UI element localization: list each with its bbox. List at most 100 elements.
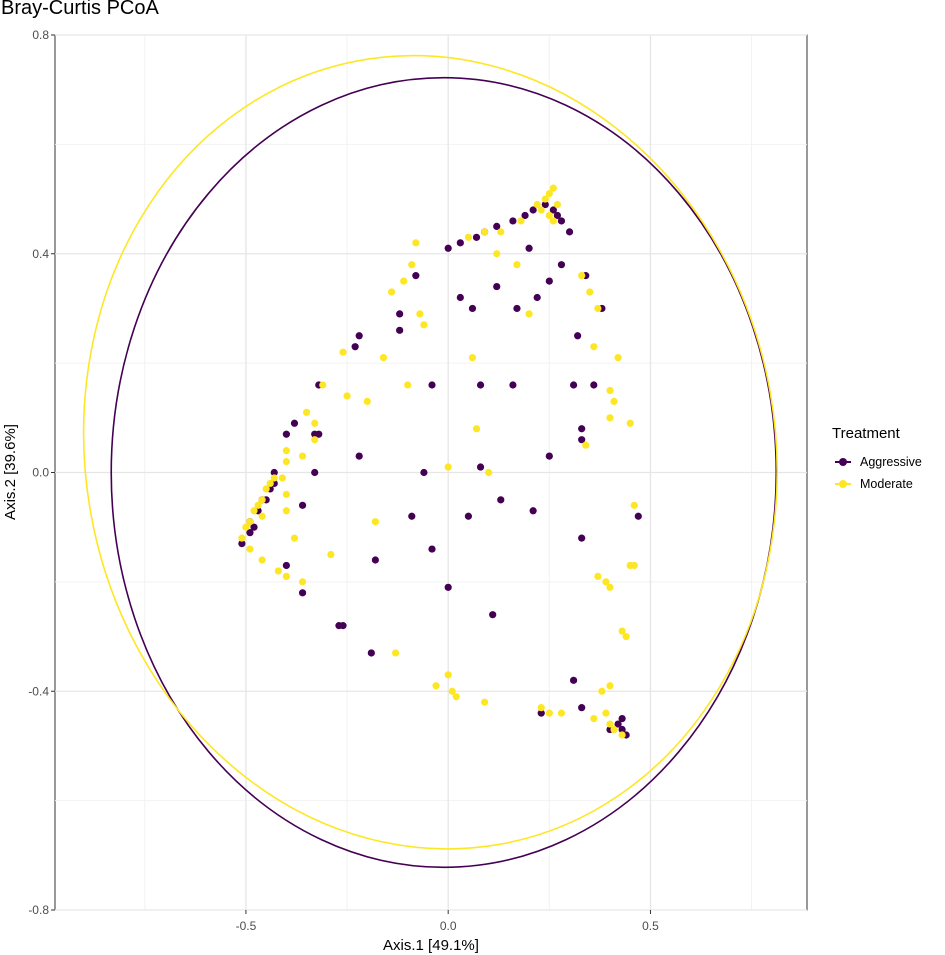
point-moderate [270,474,278,482]
point-moderate [464,233,473,241]
point-aggressive [396,310,404,318]
point-moderate [282,447,290,455]
x-axis-title: Axis.1 [49.1%] [383,937,479,954]
point-aggressive [355,452,363,460]
point-moderate [472,425,481,433]
point-aggressive [420,468,428,477]
point-aggressive [513,304,521,313]
point-aggressive [367,649,375,657]
point-moderate [485,468,493,477]
point-moderate [533,200,541,209]
point-moderate [258,496,266,504]
point-aggressive [541,200,549,209]
y-tick-label: 0.8 [32,28,49,42]
legend-label-aggressive: Aggressive [860,455,922,469]
point-aggressive [493,282,501,291]
point-moderate [537,704,545,712]
point-moderate [614,354,622,362]
point-moderate [432,682,440,690]
point-moderate [610,397,618,406]
legend-title: Treatment [832,425,900,442]
point-moderate [282,457,290,466]
point-moderate [266,479,274,488]
point-moderate [238,534,246,542]
point-moderate [594,572,602,581]
point-aggressive [444,583,452,591]
point-aggressive [351,343,359,351]
point-aggressive [618,725,626,734]
point-moderate [416,310,424,318]
point-moderate [525,310,533,318]
point-aggressive [574,332,582,340]
point-moderate [311,436,319,444]
point-aggressive [533,293,541,302]
point-moderate [586,288,594,296]
ellipse-aggressive [110,76,778,869]
y-tick-label: 0.0 [32,466,49,480]
point-aggressive [412,272,420,280]
point-aggressive [472,233,481,241]
point-moderate [379,354,388,362]
point-aggressive [618,714,626,723]
point-moderate [582,441,590,449]
point-aggressive [569,676,578,684]
point-aggressive [569,381,578,389]
point-aggressive [396,326,404,334]
point-moderate [311,419,319,427]
point-aggressive [497,496,505,504]
point-moderate [444,671,452,679]
point-moderate [480,698,489,706]
point-moderate [549,217,557,225]
point-moderate [242,523,250,531]
point-moderate [626,419,634,427]
point-moderate [404,381,412,389]
point-moderate [468,354,477,362]
point-aggressive [614,720,622,728]
point-aggressive [298,589,307,597]
point-moderate [343,392,351,400]
point-aggressive [282,561,290,570]
point-moderate [258,512,266,520]
point-moderate [250,507,258,515]
y-tick-label: -0.8 [28,903,49,917]
chart-title: Bray-Curtis PCoA [1,0,159,19]
x-tick-label: -0.5 [236,919,257,933]
point-moderate [545,709,553,717]
point-aggressive [456,293,464,302]
point-aggressive [521,211,529,220]
point-moderate [246,545,254,553]
point-moderate [553,200,562,209]
point-aggressive [456,239,464,247]
point-moderate [363,397,371,406]
point-moderate [622,632,630,641]
point-moderate [282,572,290,581]
point-moderate [578,272,586,280]
point-aggressive [529,206,537,214]
point-moderate [371,518,379,526]
y-tick-label: -0.4 [28,684,49,698]
point-moderate [278,474,286,482]
point-aggressive [282,430,290,438]
point-aggressive [476,463,485,471]
point-aggressive [529,507,537,515]
point-moderate [517,217,525,225]
point-moderate [493,250,501,258]
point-aggressive [311,430,319,438]
point-moderate [606,583,614,591]
y-axis-ticks: -0.8 -0.4 0.0 0.4 0.8 [28,28,55,917]
point-moderate [448,687,456,695]
point-aggressive [238,539,246,548]
point-aggressive [557,217,566,225]
point-moderate [545,189,553,198]
point-moderate [590,714,598,723]
point-moderate [290,534,299,542]
grid-lines [55,34,807,911]
point-moderate [590,343,598,351]
point-aggressive [371,556,379,564]
point-moderate [246,518,254,526]
point-aggressive [339,622,347,630]
point-aggressive [355,332,363,340]
point-moderate [282,507,290,515]
point-moderate [606,682,614,690]
